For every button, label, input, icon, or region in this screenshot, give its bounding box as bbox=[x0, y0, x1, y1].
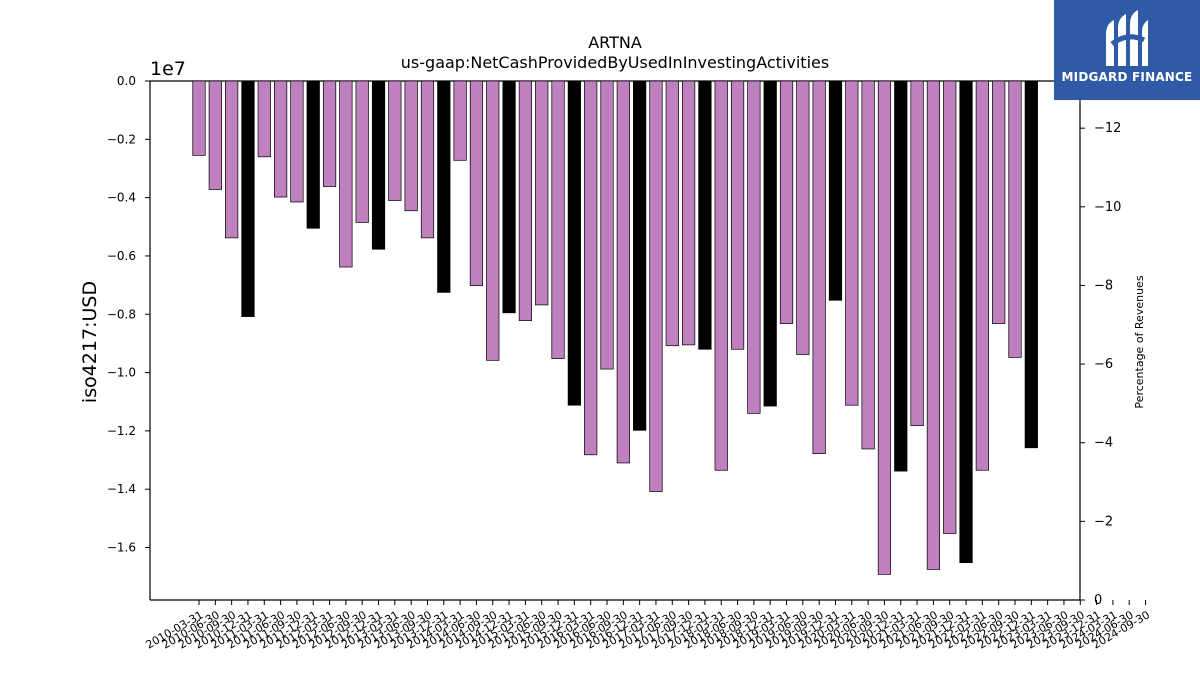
bars bbox=[192, 80, 1038, 575]
y2-axis-label: Percentage of Revenues bbox=[1133, 275, 1146, 408]
bar-2011-12-31 bbox=[306, 80, 320, 229]
bar-2020-03-31 bbox=[845, 80, 859, 406]
bar-2015-03-31 bbox=[518, 80, 533, 322]
y-tick-label: −1.0 bbox=[107, 366, 136, 380]
plot-area bbox=[149, 80, 1081, 601]
y-tick-label: −1.2 bbox=[107, 424, 136, 438]
bar-2014-12-31 bbox=[502, 80, 516, 314]
y-axis-label: iso4217:USD bbox=[79, 281, 101, 403]
bar-2016-03-31 bbox=[584, 80, 598, 456]
midgard-finance-logo: MIDGARD FINANCE bbox=[1054, 0, 1200, 100]
bar-2017-03-31 bbox=[649, 80, 663, 492]
bar-2016-12-31 bbox=[633, 80, 647, 431]
bar-2018-06-30 bbox=[730, 80, 745, 350]
y2-tick-label: −12 bbox=[1094, 121, 1121, 136]
bar-2019-03-31 bbox=[779, 80, 794, 324]
bar-2017-09-30 bbox=[681, 80, 696, 346]
bar-2012-12-31 bbox=[371, 80, 386, 250]
y-offset-label: 1e7 bbox=[150, 58, 186, 80]
bar-2019-09-30 bbox=[812, 80, 826, 454]
left-axis: 0.0 −0.2 −0.4 −0.6 −0.8 −1.0 −1.2 −1.4 −1.6 bbox=[107, 74, 150, 555]
bar-2018-09-30 bbox=[747, 80, 761, 414]
bar-2017-12-31 bbox=[698, 80, 712, 350]
y2-tick-label: −8 bbox=[1094, 278, 1113, 293]
bar-2011-03-31 bbox=[257, 80, 271, 158]
right-axis: 0 −2 −4 −6 −8 −10 −12 bbox=[1080, 121, 1121, 608]
logo-mark-icon bbox=[1106, 10, 1148, 66]
bar-2020-12-31 bbox=[894, 80, 908, 472]
bar-2011-06-30 bbox=[274, 80, 288, 198]
bar-2010-09-30 bbox=[225, 80, 239, 239]
y2-tick-label: −10 bbox=[1094, 200, 1121, 215]
bar-2021-06-30 bbox=[926, 80, 941, 570]
chart-title: ARTNA bbox=[588, 33, 642, 52]
y2-tick-label: −4 bbox=[1094, 436, 1113, 451]
bar-2018-03-31 bbox=[714, 80, 728, 471]
y-tick-label: −0.4 bbox=[107, 191, 136, 205]
y-tick-label: −0.2 bbox=[107, 132, 136, 146]
bar-2018-12-31 bbox=[763, 80, 777, 407]
bar-2014-06-30 bbox=[469, 80, 484, 287]
bar-2021-03-31 bbox=[910, 80, 924, 426]
bar-2012-06-30 bbox=[339, 80, 353, 268]
bar-2012-03-31 bbox=[322, 80, 337, 187]
y2-tick-label: 0 bbox=[1094, 593, 1102, 608]
bar-2019-12-31 bbox=[828, 80, 843, 301]
y2-tick-label: −6 bbox=[1094, 357, 1113, 372]
bar-2013-09-30 bbox=[420, 80, 435, 239]
bar-2014-09-30 bbox=[486, 80, 500, 361]
bar-2014-03-31 bbox=[453, 80, 467, 161]
bar-2020-09-30 bbox=[877, 80, 892, 575]
bar-2019-06-30 bbox=[796, 80, 810, 355]
bar-2010-12-31 bbox=[241, 80, 255, 317]
bar-2022-03-31 bbox=[975, 80, 989, 471]
chart-subtitle: us-gaap:NetCashProvidedByUsedInInvesting… bbox=[401, 53, 829, 72]
y2-tick-label: −2 bbox=[1094, 514, 1113, 529]
bar-2020-06-30 bbox=[861, 80, 875, 450]
bar-2016-06-30 bbox=[600, 80, 614, 370]
bar-2022-06-30 bbox=[992, 80, 1006, 324]
bar-2022-12-31 bbox=[1024, 80, 1038, 449]
bar-2015-09-30 bbox=[551, 80, 565, 359]
bar-2010-03-31 bbox=[192, 80, 206, 156]
bar-2021-12-31 bbox=[959, 80, 973, 564]
bar-2016-09-30 bbox=[616, 80, 630, 464]
bar-2011-09-30 bbox=[290, 80, 304, 203]
bar-2012-09-30 bbox=[355, 80, 369, 223]
bar-2022-09-30 bbox=[1008, 80, 1022, 358]
bar-2010-06-30 bbox=[208, 80, 222, 190]
bar-2013-12-31 bbox=[437, 80, 451, 293]
y-tick-label: −1.6 bbox=[107, 541, 136, 555]
y-tick-label: −0.6 bbox=[107, 249, 136, 263]
bar-2015-12-31 bbox=[567, 80, 581, 406]
bar-2013-06-30 bbox=[404, 80, 418, 212]
x-axis: 2010-03-312010-06-302010-09-302010-12-31… bbox=[144, 600, 1152, 652]
y-tick-label: 0.0 bbox=[117, 74, 136, 88]
logo-text: MIDGARD FINANCE bbox=[1061, 70, 1193, 84]
y-tick-label: −1.4 bbox=[107, 482, 136, 496]
y-tick-label: −0.8 bbox=[107, 307, 136, 321]
bar-2017-06-30 bbox=[665, 80, 679, 347]
bar-2013-03-31 bbox=[388, 80, 402, 201]
bar-2021-09-30 bbox=[943, 80, 957, 534]
bar-2015-06-30 bbox=[535, 80, 549, 306]
